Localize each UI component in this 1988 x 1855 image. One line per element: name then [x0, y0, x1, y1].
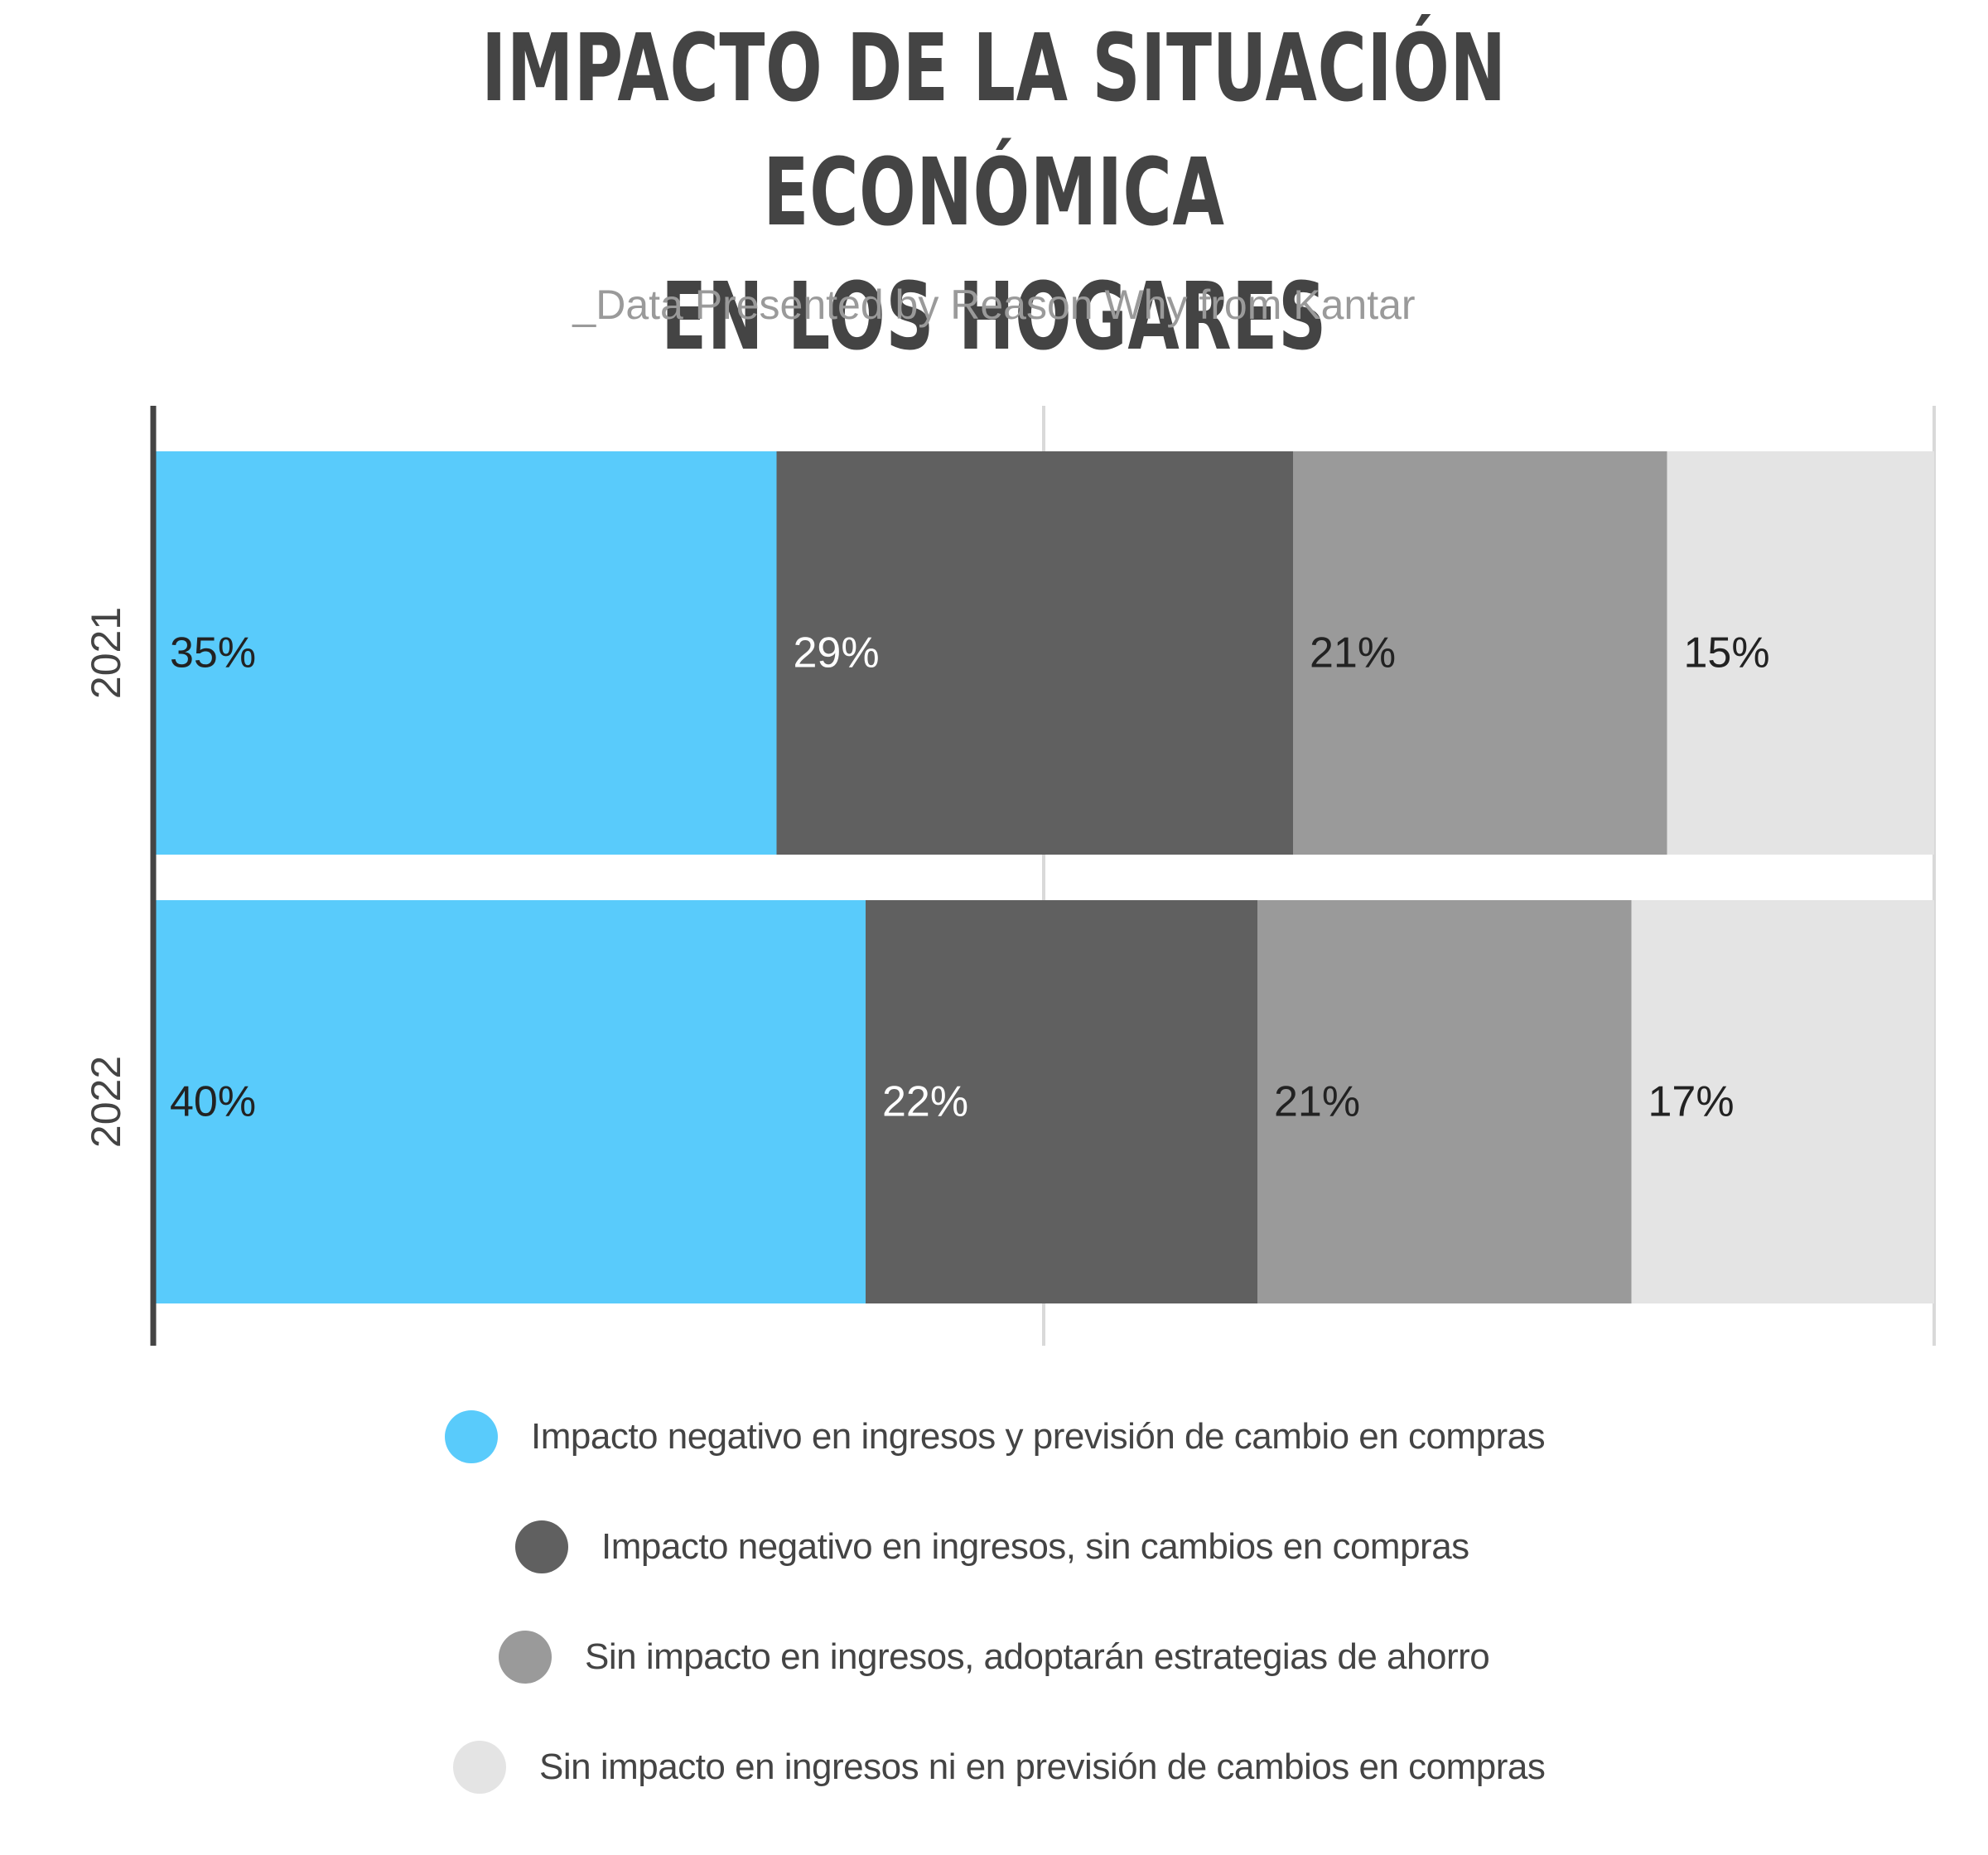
legend-label-4: Sin impacto en ingresos ni en previsión …	[539, 1747, 1546, 1787]
y-tick-label-2021: 2021	[83, 607, 129, 699]
bar-2021-series-2	[776, 451, 1293, 855]
data-label-2021-series-4: 15%	[1684, 629, 1770, 677]
bar-2021-series-3	[1293, 451, 1667, 855]
legend-swatch-4	[453, 1741, 506, 1794]
data-label-2022-series-2: 22%	[882, 1078, 968, 1126]
data-label-2021-series-2: 29%	[794, 629, 880, 677]
bar-2021-series-1	[153, 451, 777, 855]
chart-title-line-2: EN LOS HOGARES	[661, 263, 1327, 371]
legend-item-1: Impacto negativo en ingresos y previsión…	[445, 1408, 1546, 1466]
legend-label-3: Sin impacto en ingresos, adoptarán estra…	[585, 1636, 1490, 1677]
legend-item-4: Sin impacto en ingresos ni en previsión …	[453, 1738, 1546, 1796]
data-label-2022-series-3: 21%	[1274, 1078, 1360, 1126]
stacked-bar-chart: 35% 29% 21% 15% 2021 40% 22% 21% 17% 2022	[83, 406, 1936, 1346]
data-label-2021-series-3: 21%	[1310, 629, 1396, 677]
data-label-2021-series-1: 35%	[170, 629, 256, 677]
bar-2022-series-2	[866, 900, 1257, 1303]
legend-swatch-3	[499, 1631, 552, 1684]
bar-2021-series-4	[1667, 451, 1934, 855]
legend-item-3: Sin impacto en ingresos, adoptarán estra…	[499, 1628, 1490, 1686]
legend-swatch-2	[515, 1520, 568, 1573]
legend-item-2: Impacto negativo en ingresos, sin cambio…	[515, 1518, 1469, 1576]
chart-subtitle: _Data Presented by Reason Why from Kanta…	[572, 282, 1416, 328]
bar-2022-series-1	[153, 900, 866, 1303]
chart-title-line-1: IMPACTO DE LA SITUACIÓN ECONÓMICA	[481, 15, 1507, 247]
legend-label-2: Impacto negativo en ingresos, sin cambio…	[601, 1526, 1469, 1567]
legend-label-1: Impacto negativo en ingresos y previsión…	[531, 1416, 1546, 1457]
data-label-2022-series-1: 40%	[170, 1078, 256, 1126]
legend-swatch-1	[445, 1410, 498, 1463]
chart-title: IMPACTO DE LA SITUACIÓN ECONÓMICA EN LOS…	[0, 7, 1988, 379]
y-tick-label-2022: 2022	[83, 1056, 129, 1148]
data-label-2022-series-4: 17%	[1648, 1078, 1735, 1126]
bar-2022-series-4	[1631, 900, 1934, 1303]
bar-2022-series-3	[1257, 900, 1632, 1303]
